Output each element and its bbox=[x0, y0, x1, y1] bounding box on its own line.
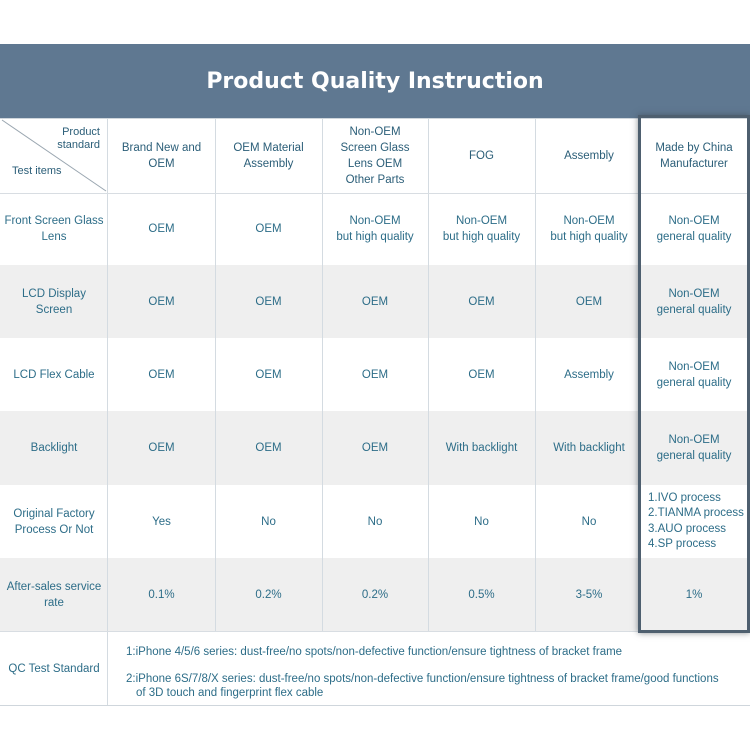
row-label: Front Screen Glass Lens bbox=[4, 215, 104, 243]
grid-line bbox=[322, 118, 323, 632]
column-header-row: Product standard Test items Brand New an… bbox=[0, 118, 750, 193]
table-cell: Non-OEM but high quality bbox=[336, 215, 414, 243]
table-cell: OEM bbox=[148, 223, 175, 235]
table-cell: 3-5% bbox=[575, 589, 603, 601]
table-cell: OEM bbox=[255, 368, 282, 381]
table-cell: OEM bbox=[468, 295, 495, 308]
table-cell: Yes bbox=[152, 515, 171, 528]
qc-line: 2:iPhone 6S/7/8/X series: dust-free/no s… bbox=[126, 673, 719, 685]
table-row: Front Screen Glass Lens OEM OEM Non-OEM but… bbox=[0, 193, 750, 265]
column-header: Assembly bbox=[564, 149, 614, 162]
process-item: 4.SP process bbox=[648, 538, 717, 550]
table-cell: No bbox=[261, 515, 276, 528]
table-row: After-sales service rate 0.1% 0.2% 0.2% 0.5%… bbox=[0, 558, 750, 632]
table-cell: OEM bbox=[361, 368, 389, 381]
table-cell: With backlight bbox=[445, 442, 518, 454]
grid-line bbox=[107, 118, 108, 706]
qc-label: QC Test Standard bbox=[8, 663, 100, 675]
title-banner: Product Quality Instruction bbox=[0, 44, 750, 118]
table-cell: Non-OEM general quality bbox=[656, 434, 732, 462]
grid-line bbox=[428, 118, 429, 632]
grid-line bbox=[215, 118, 216, 632]
table-cell: Assembly bbox=[564, 368, 614, 381]
table-cell: OEM bbox=[255, 442, 282, 454]
page-title: Product Quality Instruction bbox=[206, 68, 544, 94]
column-header: Non-OEM Screen Glass Lens OEM Other Part… bbox=[340, 125, 410, 186]
table-row: LCD Flex Cable OEM OEM OEM OEM Assembly Non-OE… bbox=[0, 338, 750, 411]
table-cell: 0.2% bbox=[361, 589, 389, 601]
table-cell: No bbox=[367, 515, 383, 528]
table-cell: Non-OEM general quality bbox=[656, 360, 732, 389]
qc-standard-text: 1:iPhone 4/5/6 series: dust-free/no spot… bbox=[126, 632, 736, 706]
table-cell: OEM bbox=[575, 295, 603, 308]
table-cell: OEM bbox=[255, 223, 282, 235]
table-cell: OEM bbox=[361, 442, 389, 454]
column-header: OEM Material Assembly bbox=[233, 141, 304, 170]
table-cell: OEM bbox=[255, 295, 282, 308]
table-cell: 0.2% bbox=[255, 589, 282, 601]
process-item: 2.TIANMA process bbox=[648, 507, 744, 519]
table-cell: 0.5% bbox=[468, 589, 495, 601]
row-label: After-sales service rate bbox=[6, 581, 102, 609]
table-cell: OEM bbox=[148, 442, 175, 454]
row-label: LCD Flex Cable bbox=[13, 368, 95, 381]
process-item: 1.IVO process bbox=[648, 491, 721, 504]
table-row: LCD Display Screen OEM OEM OEM OEM OEM Non-OEM… bbox=[0, 265, 750, 338]
grid-line bbox=[0, 631, 750, 632]
row-label: Original Factory Process Or Not bbox=[13, 507, 95, 536]
grid-line bbox=[535, 118, 536, 632]
table-cell: 1% bbox=[685, 589, 703, 601]
table-cell: With backlight bbox=[553, 442, 625, 454]
table-cell: Non-OEM but high quality bbox=[442, 215, 521, 243]
grid-line bbox=[0, 193, 750, 194]
corner-label-items: Test items bbox=[12, 165, 62, 177]
table-row: Original Factory Process Or Not Yes No No No… bbox=[0, 485, 750, 558]
table-cell: OEM bbox=[361, 295, 389, 308]
qc-row: QC Test Standard 1:iPhone 4/5/6 series: … bbox=[0, 632, 750, 706]
qc-line: 1:iPhone 4/5/6 series: dust-free/no spot… bbox=[126, 646, 623, 658]
table-cell: Non-OEM general quality bbox=[656, 287, 732, 316]
process-list: 1.IVO process 2.TIANMA process 3.AUO proce… bbox=[648, 485, 744, 558]
table-row: Backlight OEM OEM OEM With backlight With bac… bbox=[0, 411, 750, 485]
table-cell: Non-OEM but high quality bbox=[550, 215, 628, 243]
table-cell: No bbox=[474, 515, 489, 528]
table-cell: 0.1% bbox=[148, 589, 175, 601]
column-header: FOG bbox=[469, 149, 494, 162]
table-cell: Non-OEM general quality bbox=[656, 215, 732, 243]
qc-line: of 3D touch and fingerprint flex cable bbox=[136, 687, 324, 699]
corner-label-standard: Product standard bbox=[57, 126, 100, 151]
process-item: 3.AUO process bbox=[648, 522, 726, 535]
corner-cell: Product standard Test items bbox=[0, 118, 108, 193]
column-header: Brand New and OEM bbox=[121, 141, 202, 170]
row-label: LCD Display Screen bbox=[22, 287, 86, 316]
table-cell: OEM bbox=[468, 368, 495, 381]
column-header: Made by China Manufacturer bbox=[655, 141, 733, 170]
row-label: Backlight bbox=[30, 442, 78, 454]
table-cell: OEM bbox=[148, 368, 175, 381]
table-cell: OEM bbox=[148, 295, 175, 308]
table-cell: No bbox=[581, 515, 597, 528]
